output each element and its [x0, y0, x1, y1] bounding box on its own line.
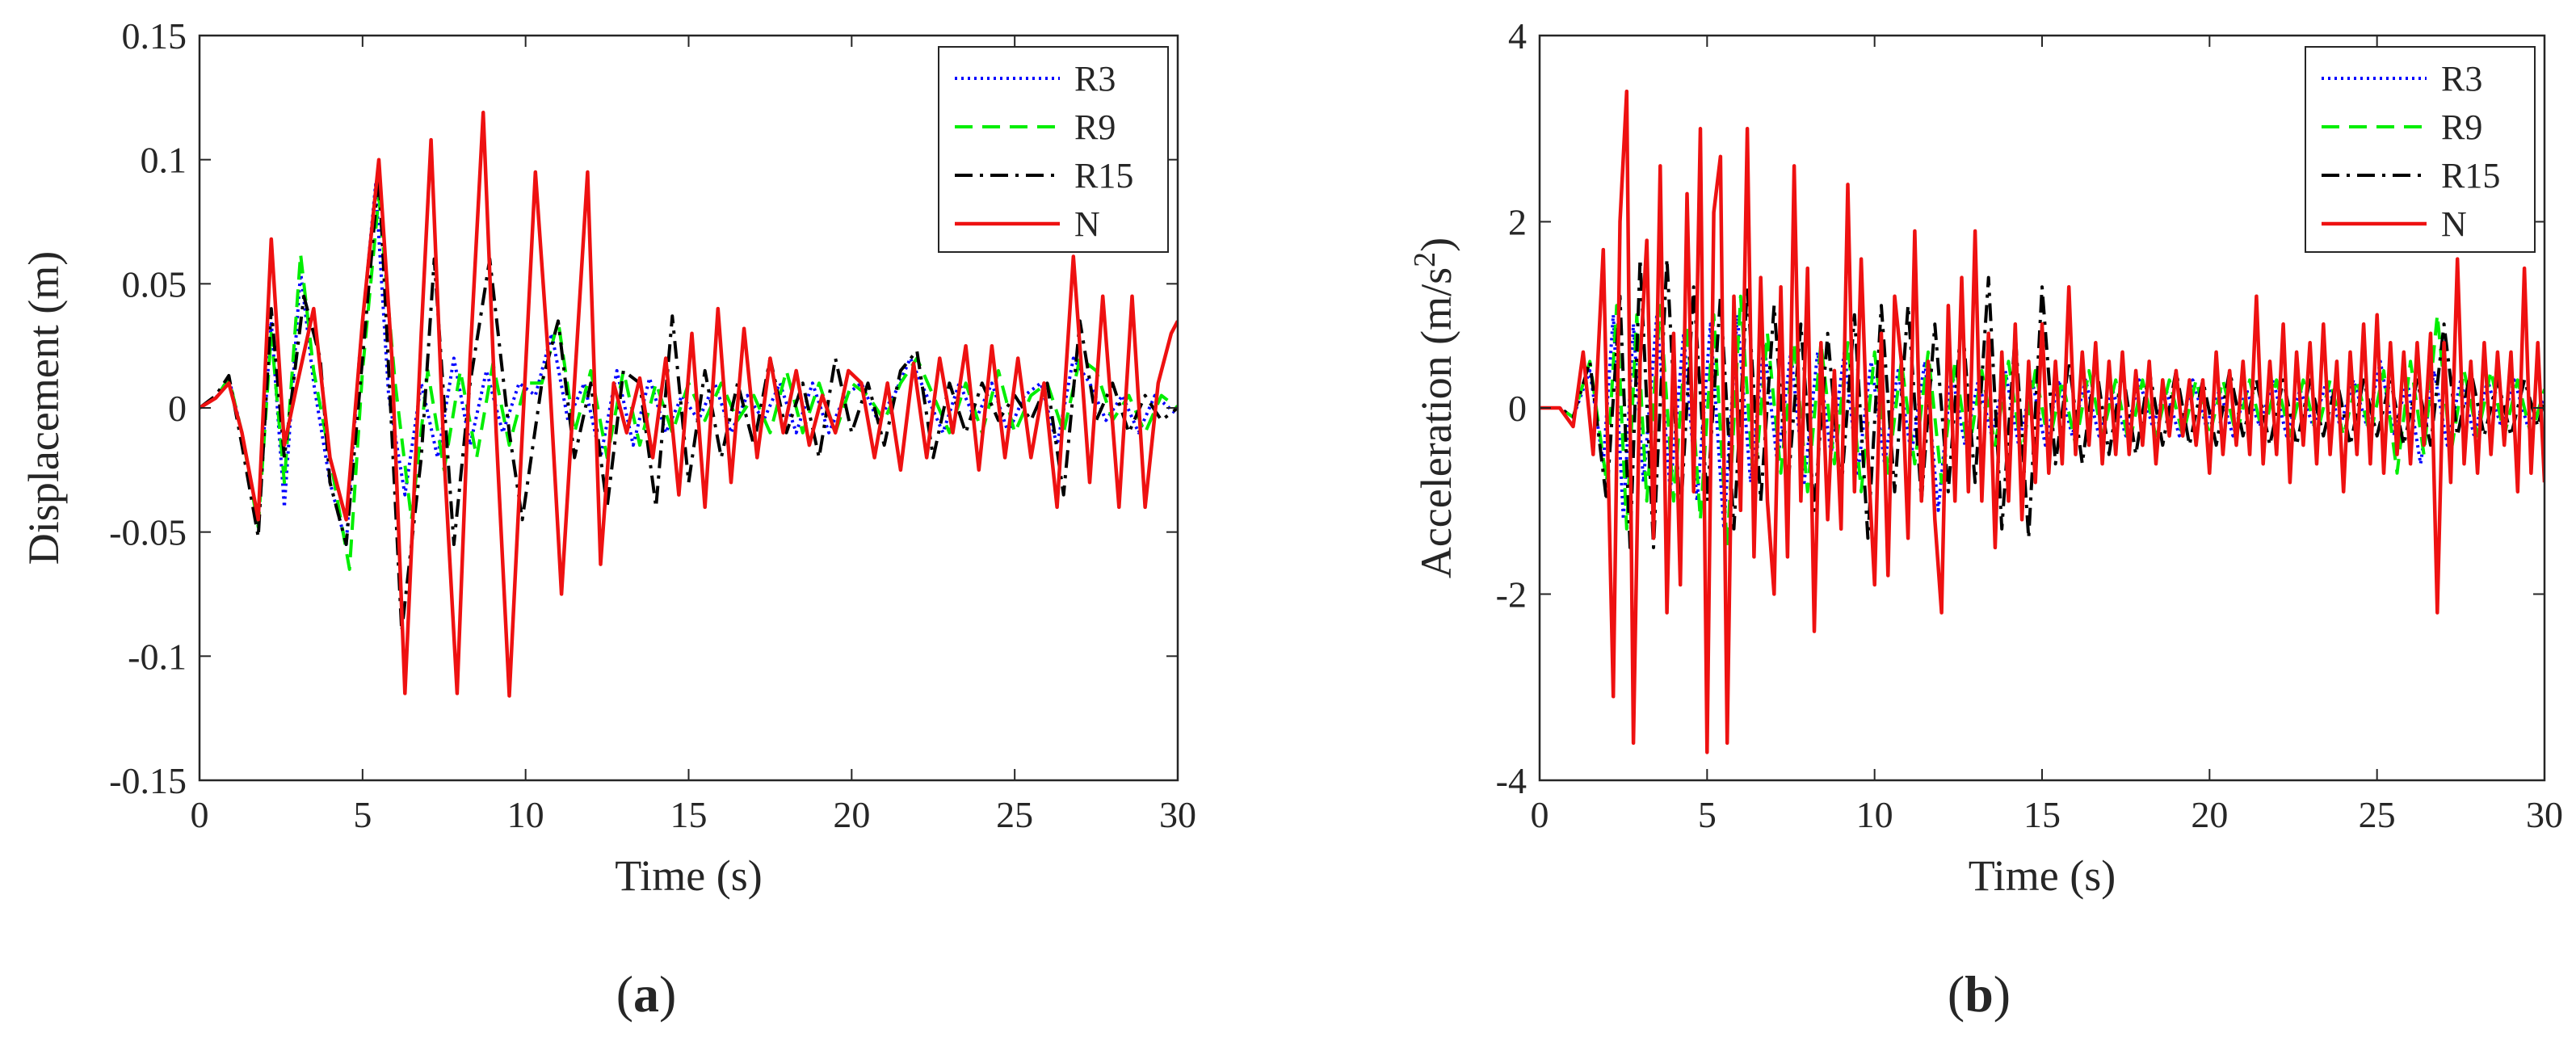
- chart-2-panel-label: (b): [1948, 965, 2011, 1023]
- chart-2-series-r9-line: [1540, 294, 2544, 549]
- chart-1-legend-box: [938, 46, 1169, 253]
- chart-2-legend-label-r15: R15: [2441, 156, 2500, 195]
- chart-1-y-tick-label: -0.15: [109, 760, 187, 801]
- chart-2-legend-box: [2305, 46, 2536, 253]
- chart-1-panel-label: (a): [616, 965, 677, 1023]
- chart-1-legend-label-r9: R9: [1074, 107, 1116, 147]
- chart-1-y-tick-label: 0.05: [122, 263, 187, 305]
- chart-2-legend-label-n: N: [2441, 204, 2467, 244]
- chart-1-legend-label-n: N: [1074, 204, 1100, 244]
- chart-1-x-tick-label: 30: [1159, 794, 1196, 835]
- chart-1-y-tick-label: -0.1: [128, 636, 187, 677]
- chart-1-x-tick-label: 20: [833, 794, 870, 835]
- chart-2-series-n-line: [1540, 89, 2544, 754]
- chart-1-y-tick-label: 0: [168, 388, 187, 429]
- chart-2-y-axis-label-suffix: ): [1412, 237, 1460, 252]
- chart-1-series-r9-line: [200, 195, 1178, 571]
- chart-1-x-axis-label: Time (s): [615, 851, 763, 900]
- chart-2-y-axis-label: Acceleration (m/s2): [1408, 237, 1460, 578]
- chart-1-y-tick-label: -0.05: [109, 512, 187, 553]
- chart-1-y-axis-label: Displacement (m): [19, 251, 68, 565]
- chart-2-panel-letter: b: [1965, 965, 1994, 1023]
- chart-1-y-tick-label: 0.1: [141, 140, 187, 181]
- chart-1-legend-label-r15: R15: [1074, 156, 1133, 195]
- chart-1-x-tick-label: 0: [191, 794, 209, 835]
- chart-2-x-tick-label: 20: [2191, 794, 2228, 835]
- chart-2-x-tick-label: 30: [2526, 794, 2563, 835]
- chart-2-y-axis-label-sup: 2: [1408, 252, 1442, 267]
- chart-2-x-axis-label: Time (s): [1969, 851, 2116, 900]
- chart-2-y-axis-label-text: Acceleration (m/s: [1412, 267, 1460, 578]
- chart-1-x-tick-label: 10: [507, 794, 544, 835]
- chart-1-legend: R3 R9 R15 N: [938, 46, 1169, 253]
- chart-2-panel: 0 5 10 15 20 25 30 -4 -2 0 2 4 Time (s) Acceleration …: [1408, 15, 2563, 1023]
- chart-2-y-tick-label: 2: [1508, 202, 1527, 243]
- chart-2-x-tick-label: 25: [2359, 794, 2396, 835]
- chart-2-y-tick-label: -2: [1496, 574, 1527, 616]
- chart-2-legend-label-r9: R9: [2441, 107, 2482, 147]
- chart-2-series-r15-line: [1540, 257, 2544, 549]
- chart-1-y-tick-label: 0.15: [122, 15, 187, 57]
- chart-2-x-tick-label: 10: [1856, 794, 1893, 835]
- chart-1-x-tick-label: 5: [353, 794, 372, 835]
- chart-2-y-tick-label: 0: [1508, 388, 1527, 429]
- chart-2-x-tick-label: 15: [2023, 794, 2061, 835]
- chart-1-series-n-line: [200, 111, 1178, 698]
- chart-2-y-tick-label: -4: [1496, 760, 1527, 801]
- chart-1-panel-letter: a: [633, 965, 659, 1023]
- chart-1-panel: 0 5 10 15 20 25 30 -0.15 -0.1 -0.05 0 0.05 0.1 0.15 Ti…: [19, 15, 1196, 1023]
- chart-2-legend-label-r3: R3: [2441, 59, 2482, 99]
- chart-1-x-tick-label: 25: [996, 794, 1033, 835]
- chart-1-y-axis-label-text: Displacement (m): [19, 251, 68, 565]
- chart-2-x-tick-label: 5: [1698, 794, 1717, 835]
- chart-1-x-tick-label: 15: [670, 794, 708, 835]
- chart-2-x-tick-label: 0: [1531, 794, 1549, 835]
- chart-1-legend-label-r3: R3: [1074, 59, 1116, 99]
- chart-2-legend: R3 R9 R15 N: [2305, 46, 2536, 253]
- chart-2-y-tick-label: 4: [1508, 15, 1527, 57]
